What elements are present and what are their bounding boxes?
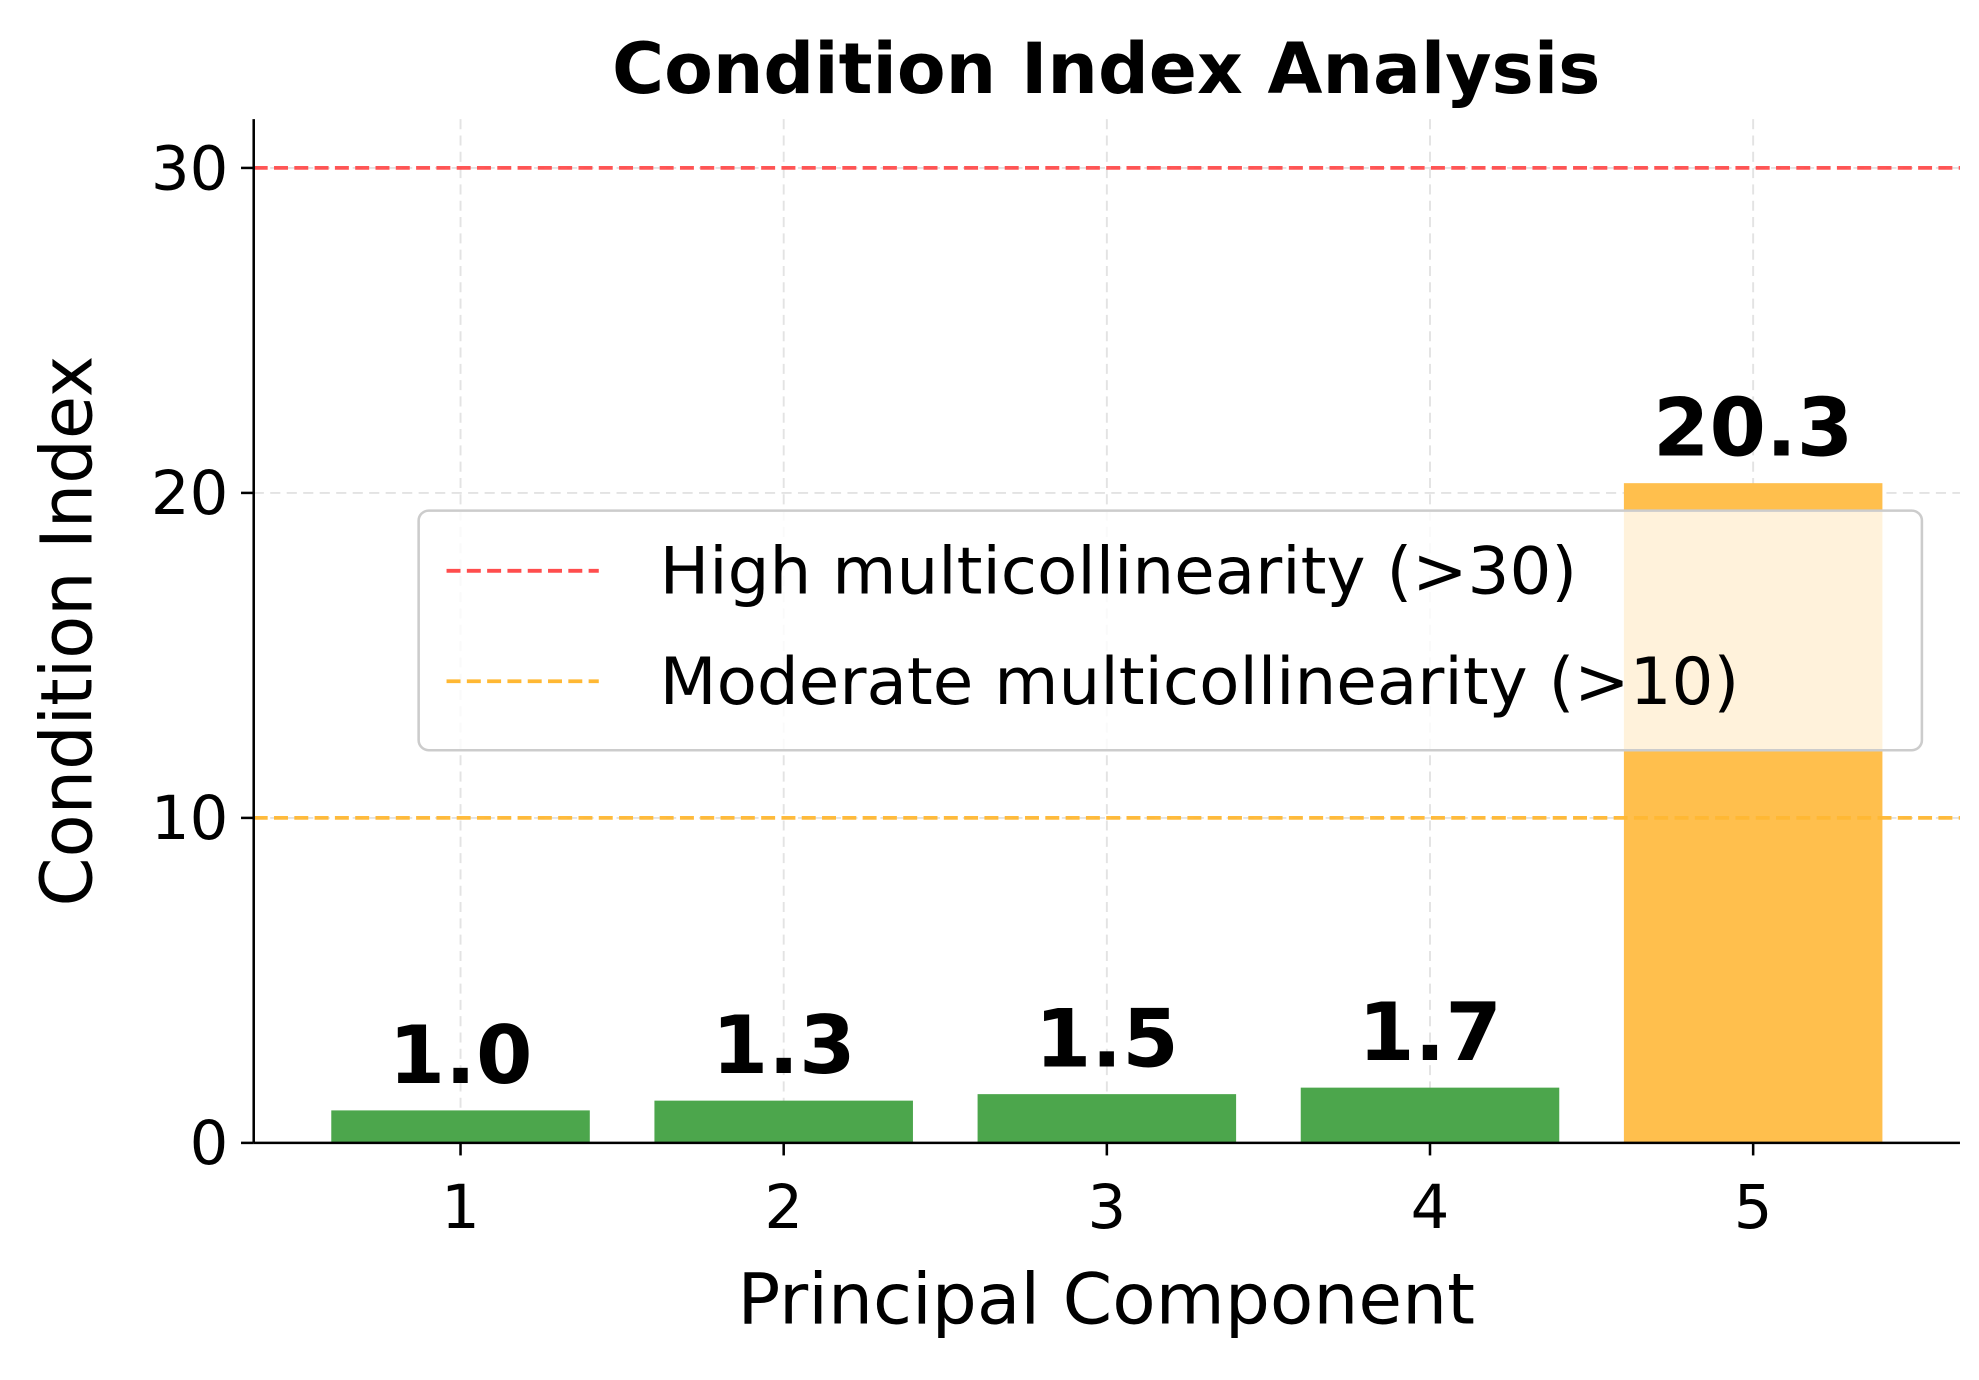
x-axis-label: Principal Component [737,1258,1475,1341]
y-tick-label: 10 [151,785,228,855]
bar [331,1110,590,1143]
bar-value-label: 20.3 [1653,382,1853,475]
y-tick-label: 30 [151,135,228,205]
value-labels: 1.0 1.3 1.5 1.7 20.3 [389,382,1854,1103]
bar-value-label: 1.0 [389,1009,533,1102]
bar-value-label: 1.5 [1035,993,1179,1086]
x-tick-label: 3 [1087,1174,1126,1244]
legend-label: High multicollinearity (>30) [660,534,1577,610]
axes: 0 10 20 30 1 2 3 4 5 [151,119,1960,1243]
x-tick-label: 4 [1411,1174,1450,1244]
legend-label: Moderate multicollinearity (>10) [660,644,1740,720]
bar [654,1100,913,1143]
bar [1300,1087,1560,1143]
chart-title: Condition Index Analysis [612,27,1600,110]
bar-value-label: 1.7 [1358,986,1502,1079]
bar-value-label: 1.3 [712,999,856,1092]
x-tick-label: 2 [764,1174,803,1244]
x-tick-label: 1 [441,1174,480,1244]
y-axis-label: Condition Index [25,356,108,907]
y-tick-label: 0 [190,1110,229,1180]
legend-box [417,509,1924,752]
bar [977,1094,1237,1143]
legend: High multicollinearity (>30) Moderate mul… [417,509,1924,752]
y-tick-label: 20 [151,460,228,530]
reference-lines [253,166,1960,820]
x-tick-label: 5 [1734,1174,1773,1244]
